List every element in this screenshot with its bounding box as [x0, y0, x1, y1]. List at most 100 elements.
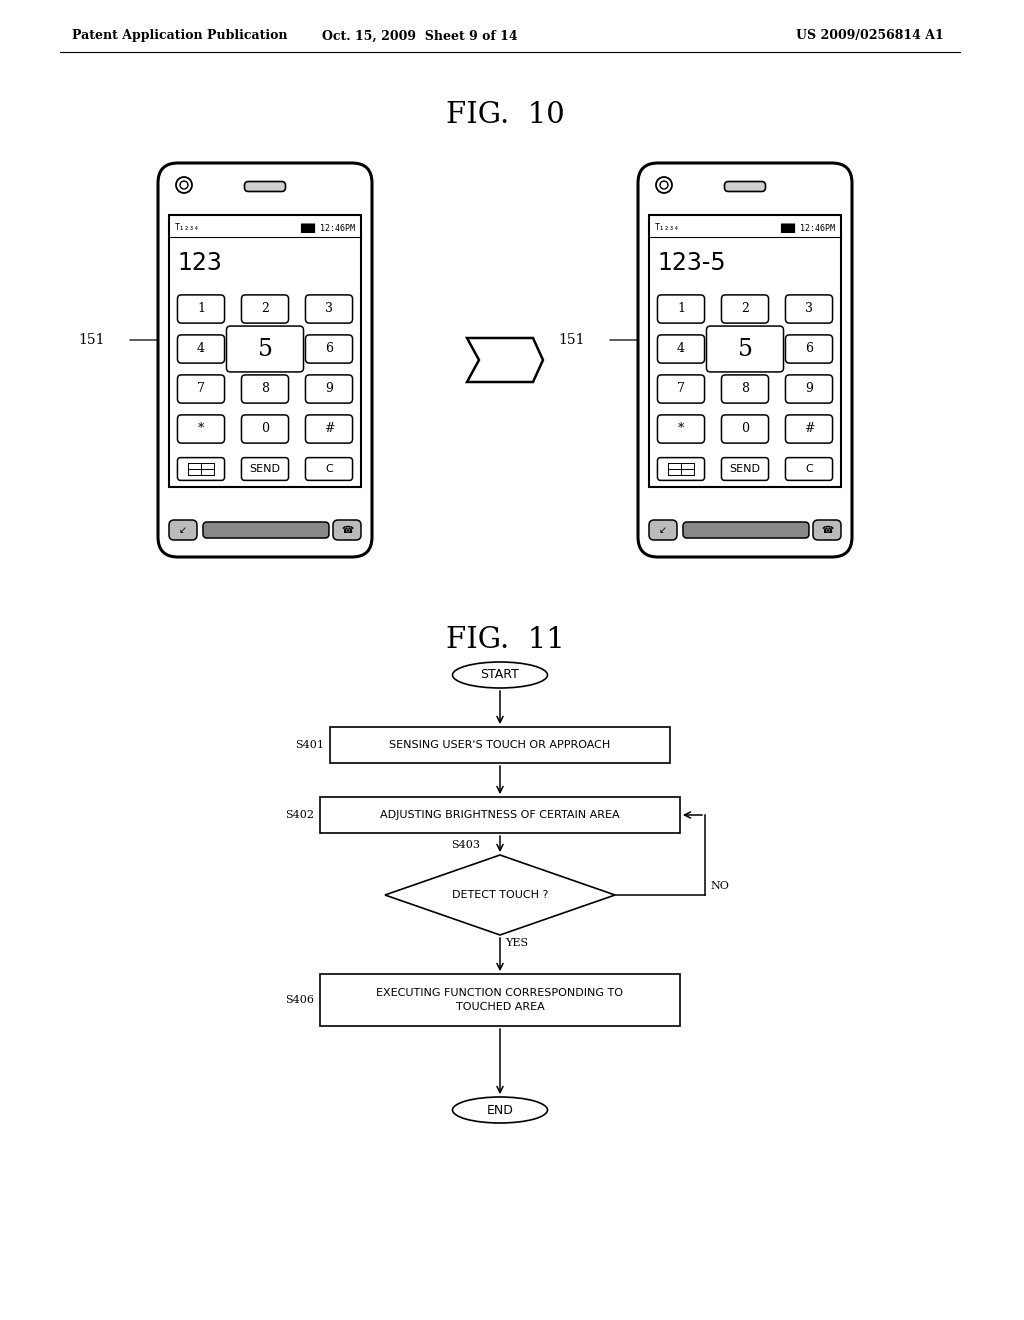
Text: 0: 0	[261, 422, 269, 436]
Text: S406: S406	[285, 995, 314, 1005]
Text: 151: 151	[79, 333, 105, 347]
Text: Patent Application Publication: Patent Application Publication	[72, 29, 288, 42]
Text: ███ 12:46PM: ███ 12:46PM	[300, 223, 355, 232]
Ellipse shape	[453, 1097, 548, 1123]
Text: 9: 9	[325, 383, 333, 396]
Text: NO: NO	[710, 880, 729, 891]
FancyBboxPatch shape	[333, 520, 361, 540]
Text: C: C	[805, 465, 813, 474]
Text: ☎: ☎	[341, 525, 353, 535]
Text: EXECUTING FUNCTION CORRESPONDING TO
TOUCHED AREA: EXECUTING FUNCTION CORRESPONDING TO TOUC…	[377, 989, 624, 1011]
FancyBboxPatch shape	[177, 294, 224, 323]
FancyBboxPatch shape	[785, 458, 833, 480]
Text: 4: 4	[197, 342, 205, 355]
Text: US 2009/0256814 A1: US 2009/0256814 A1	[796, 29, 944, 42]
FancyBboxPatch shape	[722, 294, 769, 323]
FancyBboxPatch shape	[785, 414, 833, 444]
Text: 2: 2	[261, 302, 269, 315]
FancyBboxPatch shape	[169, 520, 197, 540]
FancyBboxPatch shape	[203, 521, 329, 539]
FancyBboxPatch shape	[707, 326, 783, 372]
Text: ☎: ☎	[821, 525, 834, 535]
Text: SENSING USER'S TOUCH OR APPROACH: SENSING USER'S TOUCH OR APPROACH	[389, 741, 610, 750]
FancyBboxPatch shape	[242, 458, 289, 480]
FancyBboxPatch shape	[305, 375, 352, 403]
FancyBboxPatch shape	[785, 375, 833, 403]
Text: 3: 3	[805, 302, 813, 315]
FancyBboxPatch shape	[813, 520, 841, 540]
Bar	[330, 727, 670, 763]
FancyBboxPatch shape	[158, 162, 372, 557]
FancyBboxPatch shape	[785, 294, 833, 323]
Circle shape	[176, 177, 193, 193]
FancyBboxPatch shape	[657, 458, 705, 480]
Text: DETECT TOUCH ?: DETECT TOUCH ?	[452, 890, 548, 900]
Text: 4: 4	[677, 342, 685, 355]
FancyBboxPatch shape	[305, 458, 352, 480]
FancyBboxPatch shape	[683, 521, 809, 539]
FancyBboxPatch shape	[177, 414, 224, 444]
FancyBboxPatch shape	[226, 326, 303, 372]
Text: S402: S402	[285, 810, 314, 820]
Bar	[649, 215, 841, 487]
FancyBboxPatch shape	[722, 458, 769, 480]
FancyBboxPatch shape	[785, 335, 833, 363]
Circle shape	[656, 177, 672, 193]
Text: 8: 8	[261, 383, 269, 396]
Text: END: END	[486, 1104, 513, 1117]
FancyBboxPatch shape	[657, 294, 705, 323]
Text: *: *	[678, 422, 684, 436]
FancyBboxPatch shape	[242, 414, 289, 444]
FancyBboxPatch shape	[245, 181, 286, 191]
FancyBboxPatch shape	[177, 458, 224, 480]
FancyBboxPatch shape	[722, 414, 769, 444]
Ellipse shape	[453, 663, 548, 688]
Bar	[169, 215, 361, 487]
Polygon shape	[467, 338, 543, 381]
Text: 151: 151	[558, 333, 585, 347]
Text: 5: 5	[257, 338, 272, 360]
Text: 0: 0	[741, 422, 749, 436]
Text: 8: 8	[741, 383, 749, 396]
FancyBboxPatch shape	[722, 375, 769, 403]
Text: 123-5: 123-5	[657, 251, 726, 275]
Text: ↙: ↙	[179, 525, 187, 535]
Text: T₁₂₃₄: T₁₂₃₄	[655, 223, 680, 232]
Text: 3: 3	[325, 302, 333, 315]
Bar	[319, 974, 680, 1026]
FancyBboxPatch shape	[657, 335, 705, 363]
Text: SEND: SEND	[250, 465, 281, 474]
Text: 6: 6	[325, 342, 333, 355]
FancyBboxPatch shape	[177, 375, 224, 403]
FancyBboxPatch shape	[242, 375, 289, 403]
Text: 7: 7	[197, 383, 205, 396]
FancyBboxPatch shape	[649, 520, 677, 540]
FancyBboxPatch shape	[638, 162, 852, 557]
Polygon shape	[385, 855, 615, 935]
Text: 6: 6	[805, 342, 813, 355]
Text: 1: 1	[677, 302, 685, 315]
Text: ADJUSTING BRIGHTNESS OF CERTAIN AREA: ADJUSTING BRIGHTNESS OF CERTAIN AREA	[380, 810, 620, 820]
Text: Oct. 15, 2009  Sheet 9 of 14: Oct. 15, 2009 Sheet 9 of 14	[323, 29, 518, 42]
Circle shape	[660, 181, 668, 189]
Text: C: C	[326, 465, 333, 474]
Text: 9: 9	[805, 383, 813, 396]
Bar	[319, 797, 680, 833]
Text: 5: 5	[737, 338, 753, 360]
Circle shape	[180, 181, 188, 189]
Text: FIG.  11: FIG. 11	[445, 626, 564, 653]
Text: S403: S403	[451, 840, 480, 850]
FancyBboxPatch shape	[657, 414, 705, 444]
Text: ███ 12:46PM: ███ 12:46PM	[780, 223, 835, 232]
Text: 1: 1	[197, 302, 205, 315]
Text: START: START	[480, 668, 519, 681]
Text: YES: YES	[505, 939, 528, 948]
Text: 123: 123	[177, 251, 222, 275]
FancyBboxPatch shape	[177, 335, 224, 363]
Text: SEND: SEND	[729, 465, 761, 474]
Text: ↙: ↙	[658, 525, 667, 535]
Text: 2: 2	[741, 302, 749, 315]
Text: T₁₂₃₄: T₁₂₃₄	[175, 223, 200, 232]
FancyBboxPatch shape	[305, 294, 352, 323]
Text: *: *	[198, 422, 204, 436]
